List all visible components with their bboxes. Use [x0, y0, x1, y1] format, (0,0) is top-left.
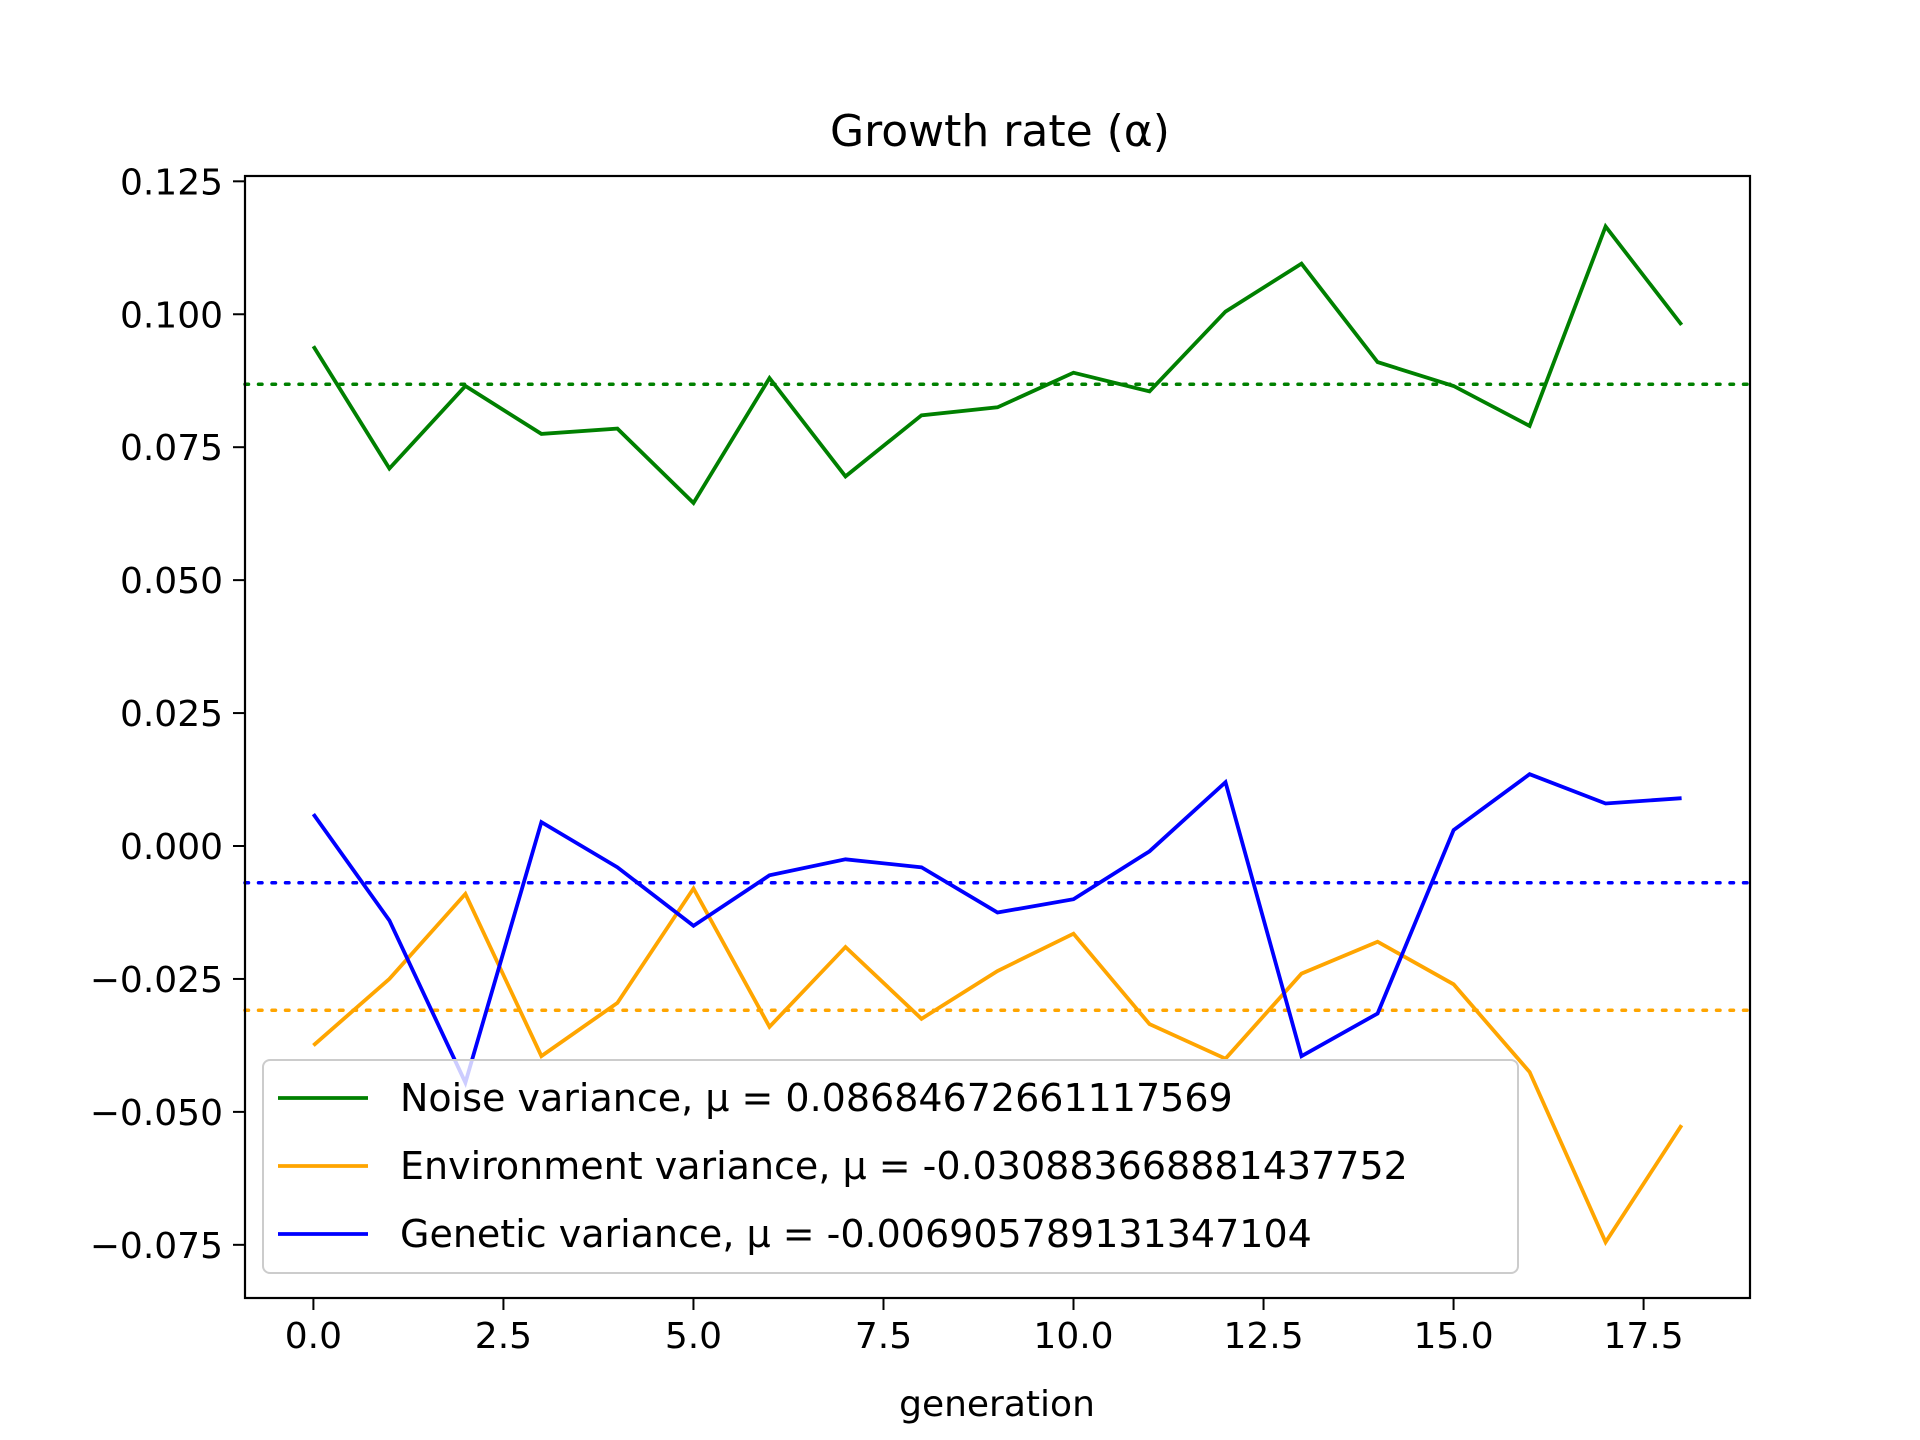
x-tick-label: 2.5 — [475, 1316, 532, 1357]
series-line-2 — [311, 772, 1682, 1088]
x-tick-label: 17.5 — [1604, 1316, 1684, 1357]
x-tick-label: 5.0 — [665, 1316, 722, 1357]
y-tick-label: 0.125 — [120, 162, 223, 203]
chart-title: Growth rate (α) — [830, 106, 1170, 157]
y-tick-label: 0.000 — [120, 827, 223, 868]
legend-label-0: Noise variance, μ = 0.08684672661117569 — [400, 1076, 1233, 1120]
series-line-1 — [312, 884, 1684, 1247]
legend-label-2: Genetic variance, μ = -0.006905789131347… — [400, 1212, 1312, 1256]
x-tick-label: 10.0 — [1033, 1316, 1113, 1357]
x-tick-label: 7.5 — [855, 1316, 912, 1357]
y-tick-label: −0.075 — [90, 1226, 223, 1267]
legend-frame — [262, 1059, 1519, 1274]
y-tick-label: 0.075 — [120, 428, 223, 469]
x-tick-label: 15.0 — [1413, 1316, 1493, 1357]
y-axis-ticks: 0.125 0.100 0.075 0.050 0.025 0.000 −0.025 −0.0… — [90, 162, 245, 1267]
legend: Noise variance, μ = 0.08684672661117569 E… — [262, 1059, 1519, 1274]
series-line-0 — [311, 222, 1684, 507]
x-tick-label: 0.0 — [285, 1316, 342, 1357]
y-tick-label: −0.050 — [90, 1093, 223, 1134]
x-axis-label: generation — [899, 1384, 1095, 1425]
y-tick-label: 0.100 — [120, 295, 223, 336]
plot-area — [243, 222, 1752, 1247]
legend-label-1: Environment variance, μ = -0.03088366888… — [400, 1144, 1408, 1188]
x-tick-label: 12.5 — [1223, 1316, 1303, 1357]
y-tick-label: −0.025 — [90, 960, 223, 1001]
axes-frame — [243, 174, 1752, 1300]
y-tick-label: 0.025 — [120, 694, 223, 735]
y-tick-label: 0.050 — [120, 561, 223, 602]
x-axis-ticks: 0.0 2.5 5.0 7.5 10.0 12.5 15.0 17.5 — [285, 1298, 1684, 1357]
